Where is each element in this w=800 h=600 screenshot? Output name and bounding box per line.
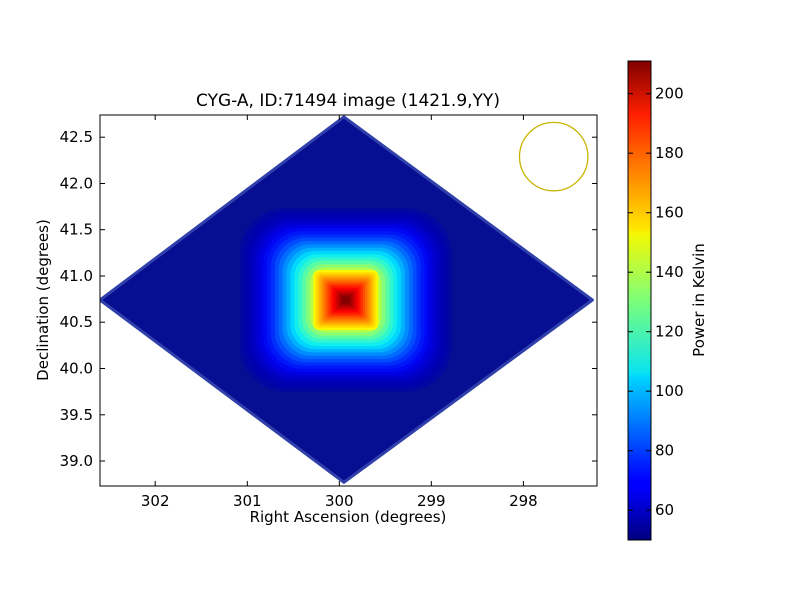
y-tick-label: 39.5 [60,406,93,424]
x-axis-label: Right Ascension (degrees) [250,508,447,526]
y-axis: 39.0 39.5 40.0 40.5 41.0 41.5 42.0 42.5 [60,128,597,470]
x-axis: 302 301 300 299 298 [141,115,538,510]
y-axis-label: Declination (degrees) [34,219,52,381]
y-tick-label: 42.0 [60,175,93,193]
colorbar-tick-label: 80 [655,442,674,460]
y-tick-label: 40.0 [60,360,93,378]
colorbar-tick-label: 100 [655,382,684,400]
colorbar-label: Power in Kelvin [690,243,708,357]
plot-frame [99,114,598,487]
x-tick-label: 302 [141,492,170,510]
x-tick-label: 301 [233,492,262,510]
beam-circle [518,121,589,192]
colorbar-tick-label: 180 [655,144,684,162]
source-emission [239,208,452,392]
x-tick-label: 300 [325,492,354,510]
y-tick-label: 41.0 [60,267,93,285]
y-tick-label: 40.5 [60,313,93,331]
y-tick-label: 42.5 [60,128,93,146]
colorbar-tick-label: 60 [655,501,674,519]
colorbar-tick-label: 160 [655,204,684,222]
plot-area [100,115,594,484]
x-tick-label: 299 [417,492,446,510]
colorbar [627,60,652,541]
y-tick-label: 39.0 [60,452,93,470]
x-tick-label: 298 [509,492,538,510]
y-tick-label: 41.5 [60,221,93,239]
chart-title: CYG-A, ID:71494 image (1421.9,YY) [196,91,500,111]
colorbar-tick-label: 140 [655,263,684,281]
colorbar-tick-label: 120 [655,323,684,341]
colorbar-tick-label: 200 [655,85,684,103]
source-contour [341,296,350,304]
colorbar-axis: 60 80 100 120 140 160 180 200 [628,85,684,519]
